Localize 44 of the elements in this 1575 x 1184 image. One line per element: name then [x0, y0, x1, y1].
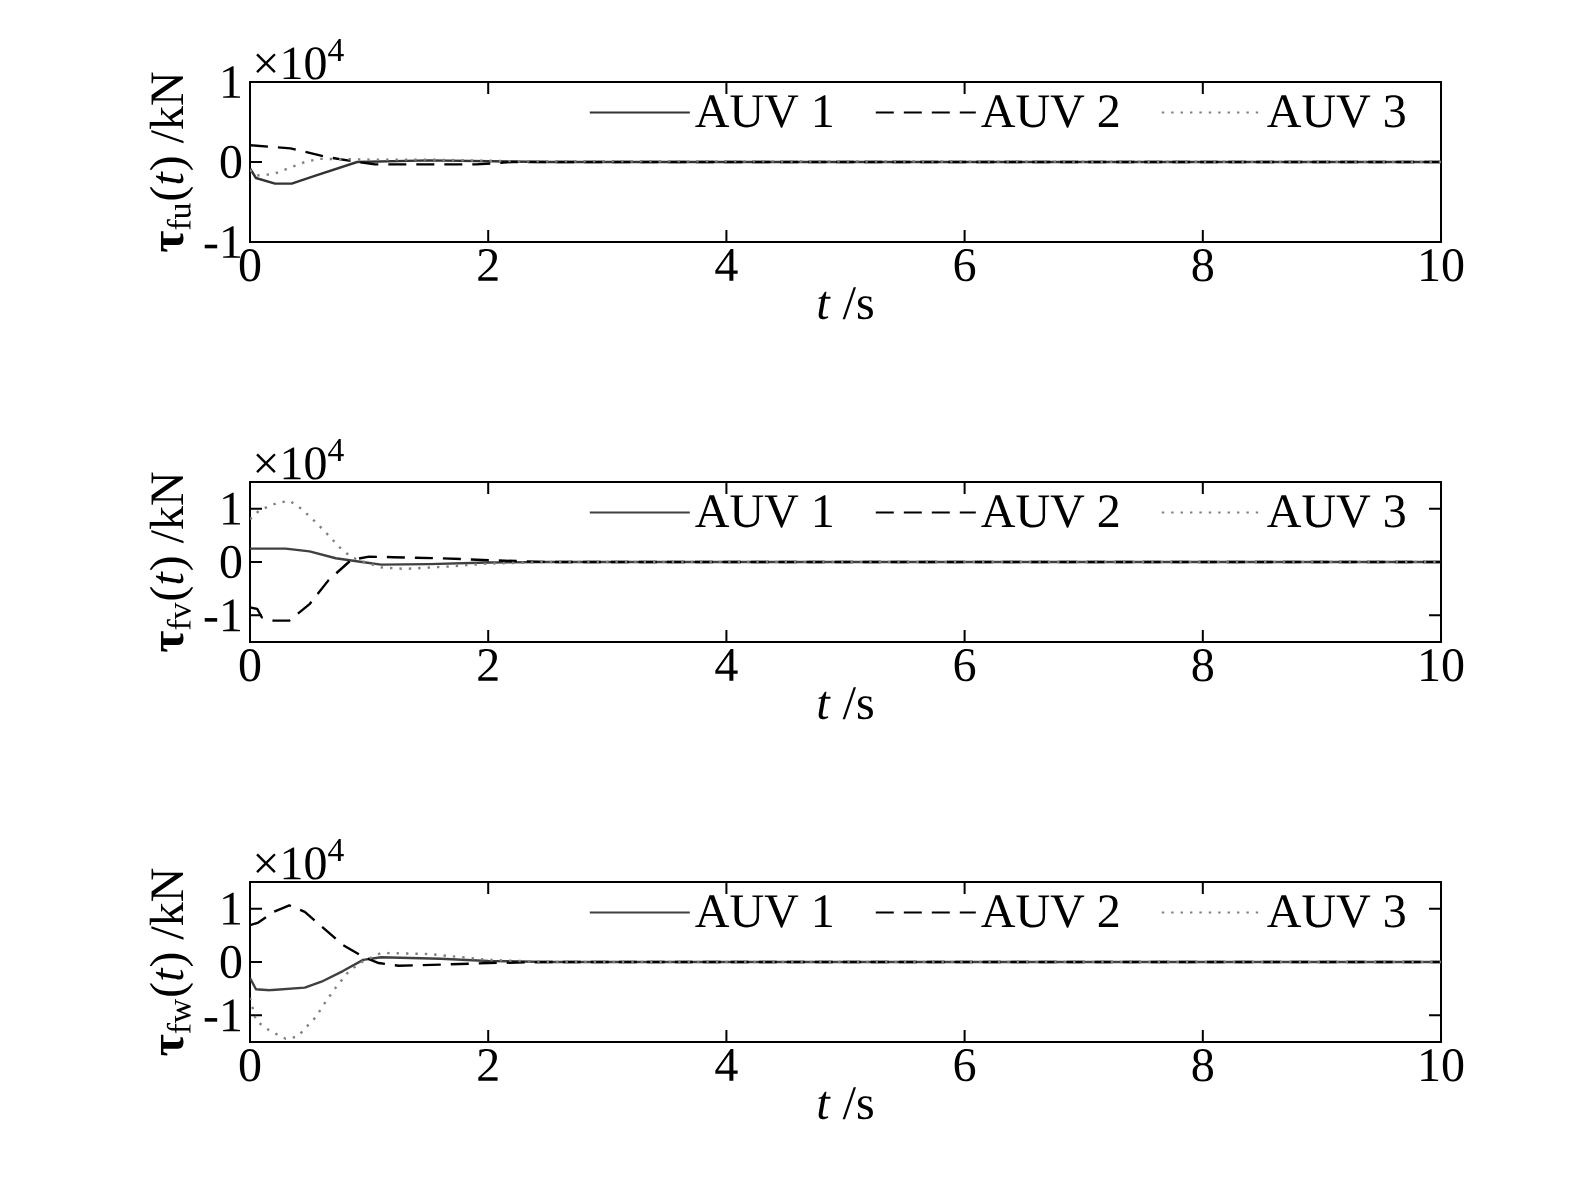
x-tick-label: 6 [954, 1049, 976, 1082]
y-axis-title: τ$_{fw}$(t) /kN [149, 868, 194, 1056]
x-tick-label: 4 [715, 1049, 738, 1081]
x-axis-title: t /s [818, 287, 873, 320]
x-tick-label: 6 [954, 649, 976, 682]
legend-label: AUV 1 [695, 895, 832, 928]
x-tick-label: 8 [1192, 249, 1213, 282]
y-axis-title: τ$_{fu}$(t) /kN [149, 72, 194, 252]
y-tick-label: 0 [220, 545, 242, 579]
x-tick-label: 2 [478, 1049, 498, 1081]
text: ×10$^{4}$ [256, 838, 344, 880]
x-axis-title: t /s [818, 687, 873, 720]
x-tick-label: 8 [1192, 649, 1213, 682]
y-tick-label: 1 [223, 892, 241, 925]
y-tick-label: 0 [220, 945, 242, 979]
x-tick-label: 2 [478, 249, 498, 281]
text: ×10$^{4}$ [256, 38, 344, 80]
x-tick-label: 2 [478, 649, 498, 681]
x-tick-label: 4 [715, 249, 738, 281]
legend-label: AUV 2 [981, 895, 1119, 928]
x-axis-title: t /s [818, 1087, 873, 1120]
line-series [250, 951, 1442, 1040]
y-tick-label: -1 [204, 999, 241, 1032]
legend-label: AUV 3 [1267, 895, 1405, 928]
y-axis-title: τ$_{fv}$(t) /kN [149, 472, 194, 652]
x-tick-label: 10 [1421, 649, 1464, 682]
legend-label: AUV 1 [695, 95, 832, 128]
y-tick-label: -1 [204, 226, 241, 258]
y-tick-label: 1 [223, 66, 241, 98]
x-tick-label: 10 [1421, 1049, 1464, 1082]
line-series [250, 157, 1442, 177]
x-tick-label: 4 [715, 649, 738, 681]
text: ×10$^{4}$ [256, 438, 344, 480]
legend-label: AUV 3 [1267, 95, 1405, 128]
legend-label: AUV 3 [1267, 495, 1405, 528]
legend-label: AUV 2 [981, 95, 1119, 128]
y-tick-label: 1 [223, 492, 241, 525]
y-tick-label: -1 [204, 599, 241, 632]
y-tick-label: 0 [220, 145, 242, 179]
legend-label: AUV 1 [695, 495, 832, 528]
x-tick-label: 6 [954, 249, 976, 282]
x-tick-label: 8 [1192, 1049, 1213, 1082]
legend-label: AUV 2 [981, 495, 1119, 528]
x-tick-label: 10 [1421, 249, 1464, 282]
